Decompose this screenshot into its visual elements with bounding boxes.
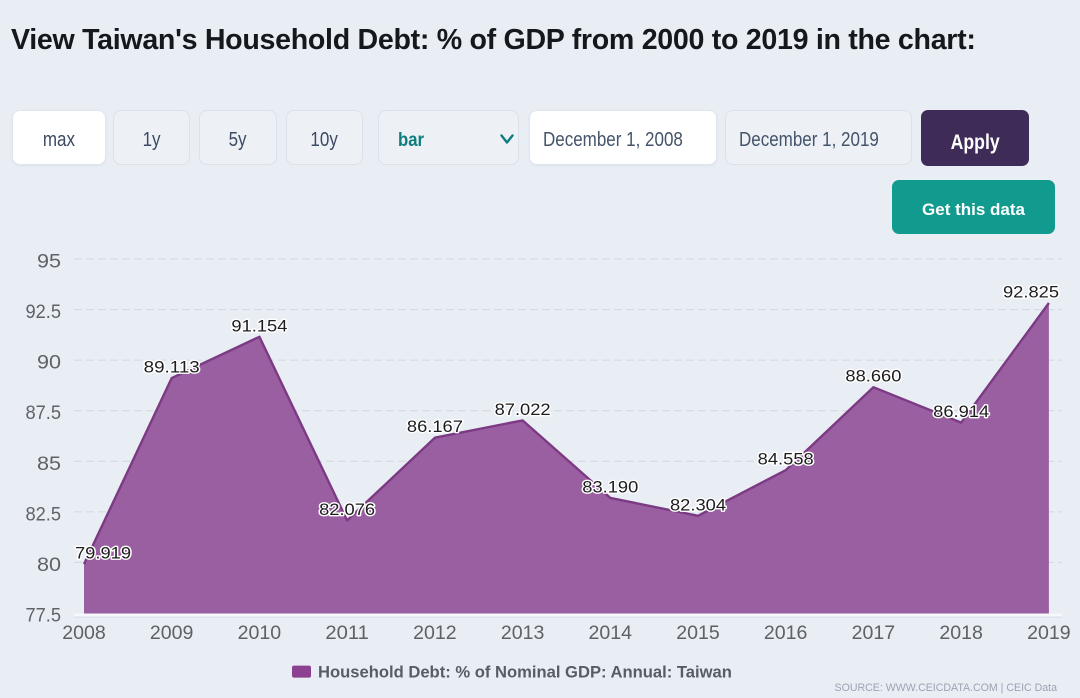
svg-text:86.914: 86.914 (933, 402, 989, 421)
svg-text:2010: 2010 (238, 623, 282, 644)
svg-text:87.022: 87.022 (495, 400, 551, 419)
svg-text:82.304: 82.304 (670, 495, 726, 514)
svg-text:84.558: 84.558 (758, 450, 814, 469)
svg-text:90: 90 (37, 353, 61, 374)
svg-text:82.076: 82.076 (319, 500, 375, 519)
svg-text:2015: 2015 (676, 623, 720, 644)
svg-text:79.919: 79.919 (75, 544, 131, 563)
svg-text:86.167: 86.167 (407, 417, 463, 436)
svg-text:82.5: 82.5 (26, 504, 62, 525)
svg-text:2016: 2016 (764, 623, 808, 644)
svg-text:88.660: 88.660 (845, 367, 901, 386)
svg-text:Household Debt: % of Nominal G: Household Debt: % of Nominal GDP: Annual… (318, 663, 732, 682)
svg-text:2017: 2017 (852, 623, 896, 644)
svg-text:91.154: 91.154 (231, 316, 287, 335)
svg-text:2011: 2011 (325, 623, 369, 644)
svg-text:2013: 2013 (501, 623, 545, 644)
svg-text:87.5: 87.5 (26, 403, 62, 424)
svg-text:95: 95 (37, 252, 61, 273)
svg-text:85: 85 (37, 454, 61, 475)
svg-text:80: 80 (37, 555, 61, 576)
svg-text:2014: 2014 (589, 623, 633, 644)
svg-text:83.190: 83.190 (582, 477, 638, 496)
svg-text:2008: 2008 (62, 623, 106, 644)
svg-text:92.825: 92.825 (1003, 283, 1059, 302)
svg-text:2019: 2019 (1027, 623, 1071, 644)
svg-text:92.5: 92.5 (26, 302, 62, 323)
svg-text:2009: 2009 (150, 623, 194, 644)
svg-text:77.5: 77.5 (26, 606, 62, 627)
svg-text:2012: 2012 (413, 623, 457, 644)
svg-text:2018: 2018 (939, 623, 983, 644)
svg-text:SOURCE: WWW.CEICDATA.COM | CEI: SOURCE: WWW.CEICDATA.COM | CEIC Data (835, 682, 1058, 694)
svg-text:89.113: 89.113 (144, 358, 200, 377)
